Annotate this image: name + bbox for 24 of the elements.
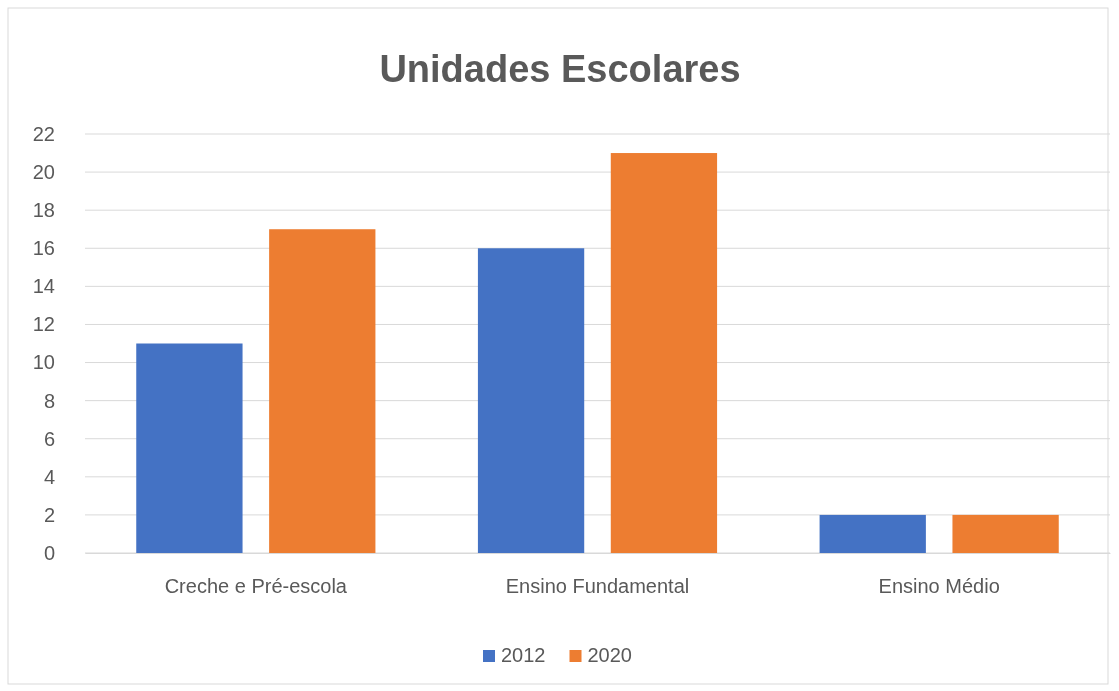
bar [610, 153, 718, 553]
y-tick-label: 18 [32, 199, 55, 222]
chart-title: Unidades Escolares [379, 48, 741, 90]
y-tick-label: 4 [43, 465, 55, 488]
y-tick-label: 0 [43, 541, 55, 564]
bar [477, 248, 585, 553]
x-tick-label: Creche e Pré-escola [164, 575, 348, 598]
y-tick-label: 14 [32, 275, 55, 298]
x-tick-label: Ensino Fundamental [505, 575, 690, 598]
y-tick-label: 20 [32, 160, 55, 183]
y-tick-label: 8 [43, 389, 55, 412]
y-tick-label: 10 [32, 351, 55, 374]
legend-label: 2020 [587, 644, 632, 666]
y-tick-label: 22 [32, 122, 55, 145]
bar [952, 514, 1059, 553]
y-tick-label: 12 [32, 313, 55, 336]
bar [819, 514, 926, 553]
y-tick-label: 16 [32, 237, 55, 260]
bar [269, 229, 376, 553]
bar [136, 343, 243, 553]
legend-label: 2012 [501, 644, 546, 666]
y-tick-label: 6 [43, 427, 55, 450]
x-tick-label: Ensino Médio [878, 575, 1000, 598]
y-tick-label: 2 [43, 503, 55, 526]
